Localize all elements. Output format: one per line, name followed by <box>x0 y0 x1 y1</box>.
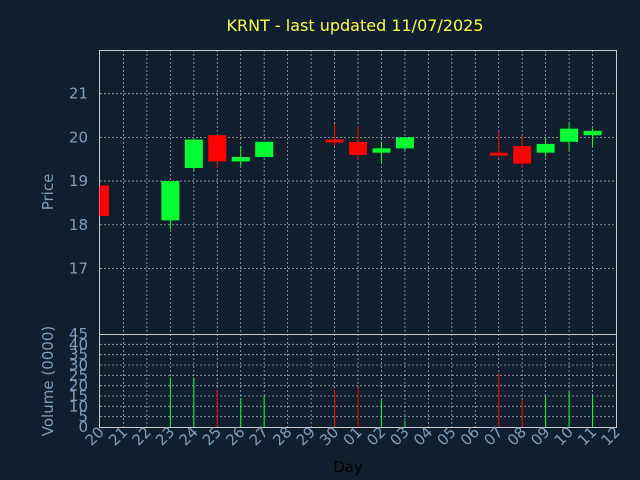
price-axis-label: Price <box>39 174 57 211</box>
candle-body <box>100 185 109 217</box>
candle-body <box>372 148 391 153</box>
volume-y-tick-label: 40 <box>69 335 88 353</box>
volume-y-tick-label: 10 <box>69 397 88 415</box>
price-y-tick-label: 21 <box>69 85 88 103</box>
candles <box>99 122 602 230</box>
x-axis-label: Day <box>333 458 363 476</box>
volume-y-tick-label: 5 <box>78 408 88 426</box>
volume-y-tick-label: 20 <box>69 377 88 395</box>
volume-y-tick-label: 30 <box>69 356 88 374</box>
candle-body <box>325 139 344 143</box>
candle-body <box>208 135 227 162</box>
volume-y-tick-label: 45 <box>69 325 88 343</box>
candle-body <box>255 141 274 158</box>
candle-body <box>184 139 203 168</box>
candle-body <box>395 137 414 149</box>
chart-title: KRNT - last updated 11/07/2025 <box>226 16 483 35</box>
volume-y-tick-label: 15 <box>69 387 88 405</box>
volume-axis-label: Volume (0000) <box>39 326 57 436</box>
candle-body <box>161 181 180 221</box>
candle-body <box>231 157 250 162</box>
x-tick-labels: 2021222324252627282930010203040506070809… <box>82 423 624 449</box>
volume-y-tick-label: 0 <box>78 418 88 436</box>
candle-body <box>583 130 602 136</box>
candle-body <box>349 141 367 155</box>
volume-y-tick-label: 35 <box>69 346 88 364</box>
volume-panel-frame <box>99 334 617 428</box>
price-y-tick-label: 19 <box>69 172 88 190</box>
volume-bars <box>169 373 594 427</box>
candle-body <box>536 143 555 153</box>
candle-body <box>513 146 532 164</box>
price-y-tick-label: 17 <box>69 259 88 277</box>
candle-body <box>560 128 579 142</box>
price-y-tick-labels: 17 18 19 20 21 <box>69 85 88 278</box>
price-y-tick-label: 20 <box>69 128 88 146</box>
price-y-tick-label: 18 <box>69 216 88 234</box>
volume-y-tick-label: 25 <box>69 366 88 384</box>
candle-body <box>489 152 508 156</box>
